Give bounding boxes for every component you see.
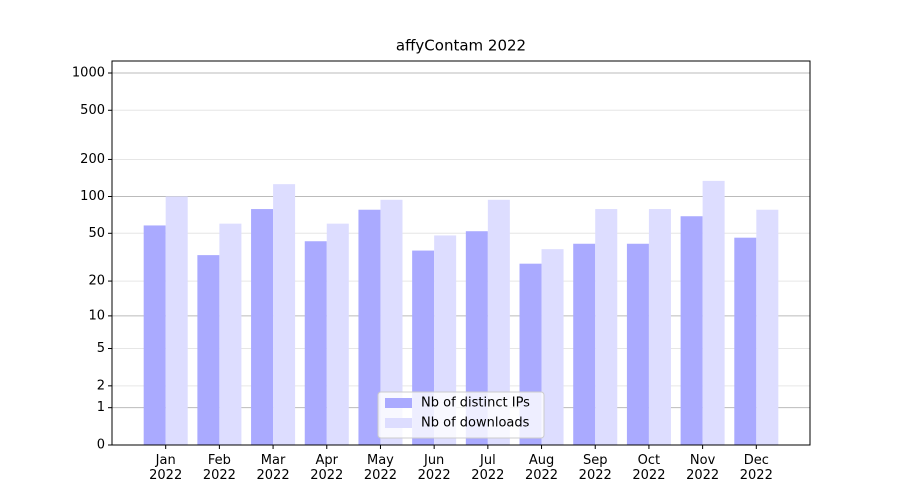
plot-frame	[111, 60, 811, 446]
x-tick-label: Jul 2022	[471, 453, 505, 483]
bar	[165, 196, 188, 445]
legend-swatch	[385, 418, 412, 428]
bar	[487, 199, 510, 445]
y-tick-label: 500	[80, 103, 105, 118]
legend-box	[377, 391, 545, 439]
legend-label: Nb of distinct IPs	[421, 396, 530, 411]
x-tick-label: Feb 2022	[202, 453, 236, 483]
bar	[734, 237, 757, 445]
y-tick-label: 1	[97, 400, 105, 415]
y-tick-label: 100	[80, 189, 105, 204]
bar	[197, 255, 220, 445]
x-tick-label: Mar 2022	[256, 453, 290, 483]
bar	[626, 243, 649, 445]
bar	[756, 209, 779, 445]
y-tick-label: 10	[88, 308, 105, 323]
bar	[326, 223, 349, 445]
bar	[573, 243, 596, 445]
x-tick-label: Apr 2022	[310, 453, 344, 483]
y-tick-label: 5	[97, 341, 105, 356]
legend-label: Nb of downloads	[421, 416, 530, 431]
y-tick-label: 2	[97, 378, 105, 393]
bar	[304, 241, 327, 445]
x-tick-label: May 2022	[363, 453, 397, 483]
x-tick-label: Jan 2022	[149, 453, 183, 483]
bar	[541, 249, 564, 445]
x-tick-label: Jun 2022	[417, 453, 451, 483]
x-tick-label: Aug 2022	[524, 453, 559, 483]
y-tick-label: 200	[80, 152, 105, 167]
x-tick-label: Oct 2022	[632, 453, 666, 483]
bar	[251, 209, 274, 445]
bar	[648, 209, 671, 445]
y-tick-label: 0	[97, 438, 105, 453]
bar	[595, 209, 618, 445]
y-tick-label: 20	[88, 274, 105, 289]
bar	[219, 223, 242, 445]
x-tick-label: Sep 2022	[578, 453, 612, 483]
bar	[702, 180, 725, 445]
legend: Nb of distinct IPs Nb of downloads	[377, 391, 545, 439]
legend-swatch	[385, 398, 412, 408]
x-tick-label: Nov 2022	[686, 453, 720, 483]
y-tick-label: 1000	[72, 66, 105, 81]
bar	[273, 184, 296, 445]
bar	[380, 199, 403, 445]
x-tick-label: Dec 2022	[739, 453, 773, 483]
bar	[143, 225, 166, 445]
y-tick-label: 50	[88, 226, 105, 241]
chart-title: affyContam 2022	[396, 37, 526, 55]
bar	[358, 209, 381, 445]
bar	[680, 216, 703, 445]
